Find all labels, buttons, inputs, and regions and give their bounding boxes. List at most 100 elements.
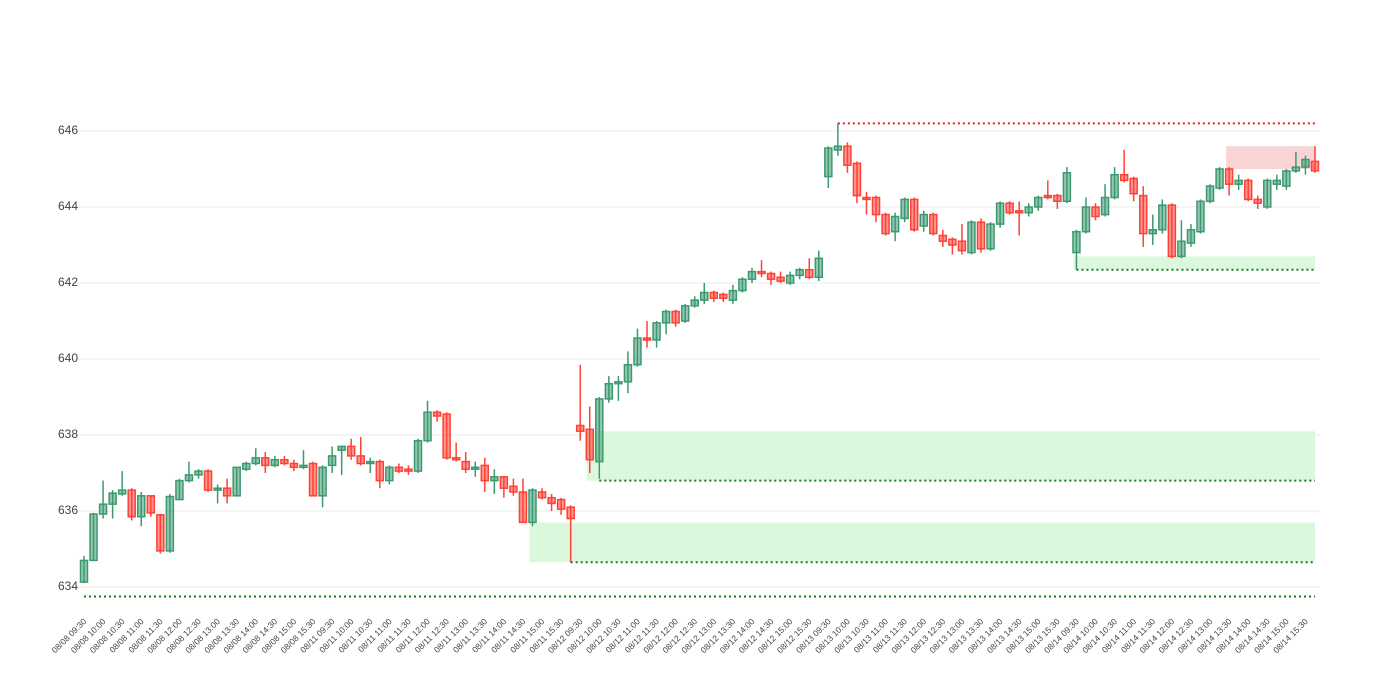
candle-body (948, 238, 957, 246)
candle-body (1034, 196, 1043, 208)
candle-body (547, 496, 556, 505)
candle-body (1215, 168, 1224, 189)
candle (995, 201, 1005, 228)
candle-body (623, 363, 633, 383)
candle (308, 461, 318, 497)
candle (1282, 169, 1291, 190)
candle (890, 212, 900, 242)
candle (700, 283, 709, 304)
candle (98, 480, 108, 519)
candle (1158, 199, 1167, 234)
candle (1301, 155, 1310, 175)
candle-body (232, 466, 241, 497)
candle-body (566, 506, 575, 520)
candle (470, 461, 480, 477)
candle-body (766, 272, 776, 280)
candle (642, 321, 652, 348)
candle (556, 497, 566, 515)
candle (432, 410, 442, 422)
candle (652, 321, 661, 348)
candle (1234, 174, 1243, 190)
candle-body (346, 445, 356, 457)
candle-body (1301, 158, 1310, 168)
candle-body (680, 305, 690, 322)
candle (623, 351, 633, 394)
candle-body (1291, 166, 1301, 172)
candle (1167, 203, 1177, 259)
candle-body (1014, 210, 1024, 214)
candle-body (1081, 206, 1091, 233)
candle (194, 469, 203, 479)
candle (976, 218, 986, 253)
candle-body (461, 460, 470, 470)
candle (661, 309, 671, 335)
candle (1129, 176, 1138, 202)
candle (814, 250, 824, 282)
candle (671, 309, 680, 327)
candle (1177, 220, 1186, 259)
candle (738, 277, 747, 293)
candle (270, 455, 280, 468)
y-tick-label: 644 (58, 199, 78, 213)
candle (423, 400, 432, 443)
candle-body (404, 468, 413, 472)
candle-body (700, 291, 709, 301)
candle-body (824, 147, 833, 178)
candle-body (719, 293, 728, 299)
candle (490, 469, 499, 494)
candle-body (633, 337, 642, 366)
candle-body (938, 234, 948, 242)
candle-body (1062, 172, 1072, 203)
candle-body (89, 513, 98, 562)
candle-body (556, 498, 566, 510)
candle-body (261, 457, 270, 467)
candle-body (661, 310, 671, 324)
candle (251, 448, 261, 466)
zone (529, 522, 1315, 563)
candle-body (738, 278, 747, 292)
candle-body (843, 145, 852, 166)
candle (356, 436, 365, 466)
candle-body (986, 223, 995, 250)
candle-body (356, 455, 365, 465)
candle-body (470, 466, 480, 470)
candle-body (862, 196, 871, 201)
candle (1310, 146, 1320, 173)
candle (280, 455, 289, 466)
candle (967, 220, 976, 255)
candle (480, 457, 490, 492)
candle-body (804, 268, 814, 279)
candle-body (881, 213, 890, 235)
candle-body (852, 162, 862, 197)
candle (862, 191, 871, 215)
candle-body (900, 198, 909, 220)
candle-body (1053, 194, 1062, 203)
candle-body (1310, 160, 1320, 172)
candle-body (490, 476, 499, 482)
candle (1043, 180, 1053, 200)
candle-body (337, 445, 346, 451)
candle-body (757, 270, 766, 275)
candle-body (1043, 194, 1053, 199)
candle (575, 364, 585, 441)
candle-body (671, 310, 680, 324)
candle-body (385, 466, 394, 482)
candle-body (776, 276, 785, 282)
candle (1224, 167, 1234, 196)
candle-body (1167, 204, 1177, 258)
candle-body (1234, 179, 1243, 185)
candle (757, 260, 766, 278)
candle (709, 290, 719, 302)
candle (318, 465, 327, 508)
candle (156, 514, 165, 554)
candle (843, 142, 852, 173)
candle (871, 195, 881, 223)
candle (1072, 229, 1081, 270)
candle (957, 224, 967, 255)
candle-body (795, 268, 804, 277)
candle-body (499, 476, 509, 489)
candle-body (919, 213, 929, 227)
candle-body (728, 289, 738, 301)
candle-body (1072, 230, 1081, 254)
candle-body (127, 489, 136, 518)
